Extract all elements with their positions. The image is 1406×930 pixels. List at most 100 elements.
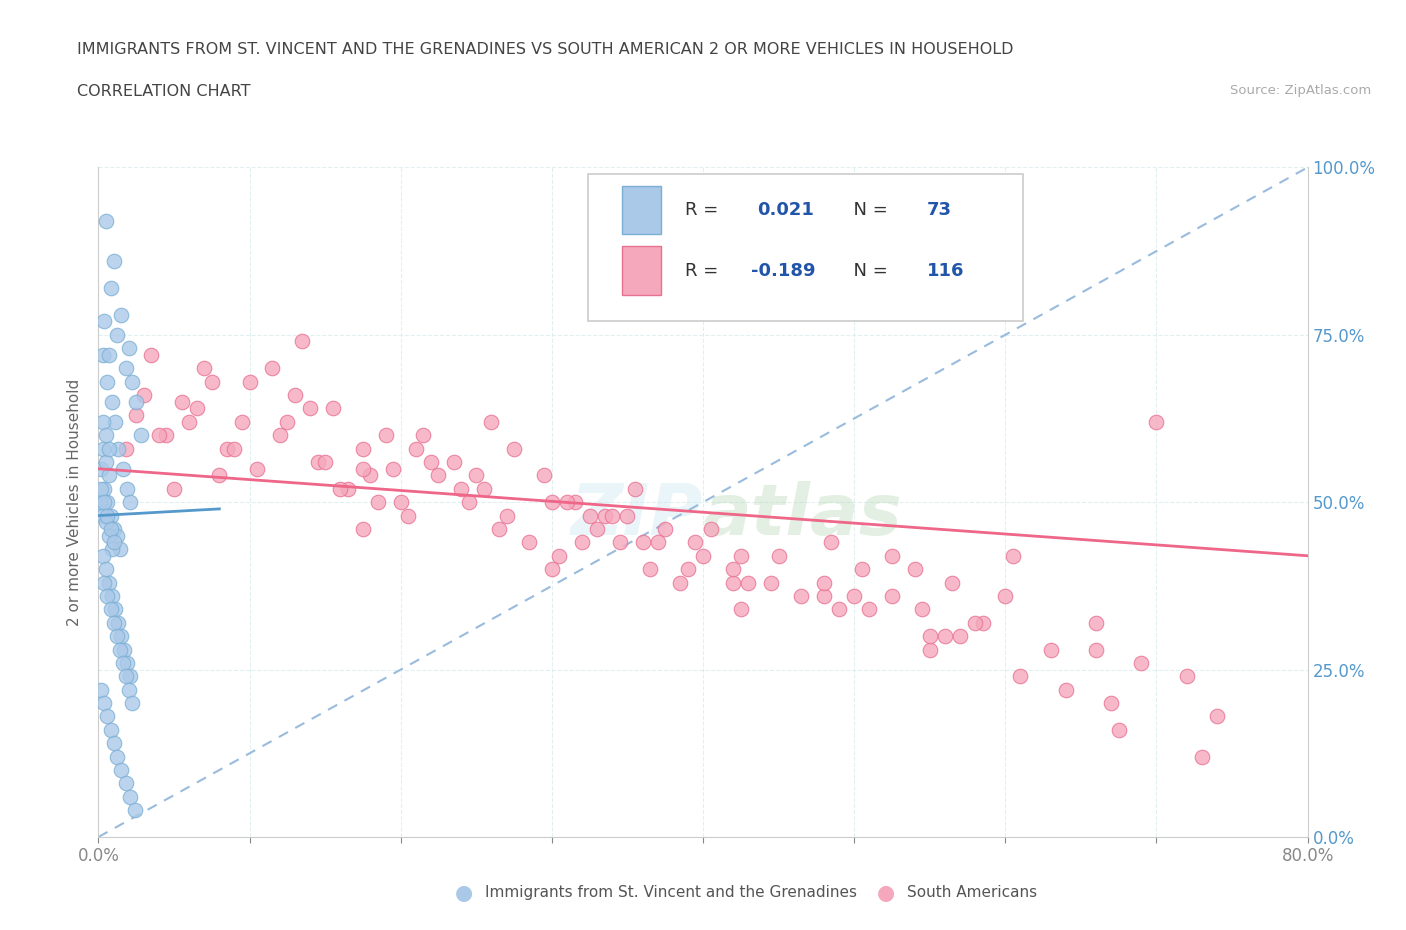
Point — [125, 407, 148, 422]
Point — [96, 374, 118, 389]
Point — [609, 535, 631, 550]
Point — [98, 468, 121, 483]
Point — [124, 803, 146, 817]
Point — [94, 455, 117, 470]
Point — [1039, 642, 1062, 657]
Point — [374, 428, 396, 443]
Point — [291, 334, 314, 349]
Point — [105, 528, 128, 543]
Point — [114, 441, 136, 456]
Point — [114, 776, 136, 790]
Point — [276, 415, 298, 430]
Point — [593, 508, 616, 523]
Point — [120, 790, 142, 804]
Text: ●: ● — [456, 883, 472, 903]
Text: R =: R = — [685, 261, 724, 280]
Point — [90, 683, 112, 698]
Point — [93, 482, 115, 497]
Point — [104, 602, 127, 617]
Point — [481, 415, 503, 430]
Point — [564, 495, 586, 510]
Point — [269, 428, 291, 443]
Point — [813, 575, 835, 590]
Point — [110, 763, 132, 777]
Point — [571, 535, 593, 550]
Point — [647, 535, 669, 550]
Point — [100, 281, 122, 296]
Point — [768, 549, 790, 564]
Point — [654, 522, 676, 537]
Point — [103, 254, 125, 269]
Point — [118, 340, 141, 355]
Point — [91, 441, 114, 456]
Text: Source: ZipAtlas.com: Source: ZipAtlas.com — [1230, 84, 1371, 97]
Point — [94, 214, 117, 229]
Y-axis label: 2 or more Vehicles in Household: 2 or more Vehicles in Household — [67, 379, 83, 626]
Point — [1108, 723, 1130, 737]
Point — [105, 327, 128, 342]
Point — [828, 602, 851, 617]
Point — [918, 629, 941, 644]
Point — [201, 374, 224, 389]
Point — [132, 388, 155, 403]
Text: N =: N = — [842, 201, 894, 219]
Point — [120, 669, 142, 684]
Point — [941, 575, 963, 590]
Point — [465, 468, 488, 483]
Point — [540, 562, 562, 577]
Point — [676, 562, 699, 577]
Point — [105, 750, 128, 764]
Point — [101, 589, 124, 604]
Point — [427, 468, 450, 483]
Point — [262, 361, 284, 376]
Text: 73: 73 — [927, 201, 952, 219]
Point — [239, 374, 262, 389]
Point — [472, 482, 495, 497]
Point — [495, 508, 517, 523]
Point — [105, 629, 128, 644]
Point — [1085, 642, 1108, 657]
Point — [586, 522, 609, 537]
Point — [94, 515, 117, 530]
Point — [101, 394, 124, 409]
Point — [93, 314, 115, 329]
Point — [396, 508, 419, 523]
Point — [533, 468, 555, 483]
Point — [96, 508, 118, 523]
Point — [111, 656, 134, 671]
Point — [148, 428, 170, 443]
Point — [616, 508, 638, 523]
Point — [155, 428, 177, 443]
Point — [994, 589, 1017, 604]
Point — [125, 394, 148, 409]
Point — [98, 348, 121, 363]
FancyBboxPatch shape — [621, 246, 661, 295]
Point — [141, 348, 163, 363]
Point — [949, 629, 972, 644]
Point — [880, 549, 903, 564]
Point — [1191, 750, 1213, 764]
Point — [224, 441, 246, 456]
Point — [880, 589, 903, 604]
FancyBboxPatch shape — [621, 186, 661, 234]
Point — [602, 508, 624, 523]
Point — [578, 508, 600, 523]
Point — [858, 602, 880, 617]
Point — [307, 455, 329, 470]
Point — [322, 401, 344, 416]
Point — [118, 683, 141, 698]
Text: Immigrants from St. Vincent and the Grenadines: Immigrants from St. Vincent and the Gren… — [485, 885, 858, 900]
Point — [129, 428, 152, 443]
Point — [730, 549, 752, 564]
Point — [540, 495, 562, 510]
Point — [100, 508, 122, 523]
Point — [934, 629, 956, 644]
Point — [1001, 549, 1024, 564]
Point — [692, 549, 714, 564]
Point — [114, 669, 136, 684]
Text: R =: R = — [685, 201, 724, 219]
Point — [759, 575, 782, 590]
Point — [108, 642, 131, 657]
Point — [548, 549, 571, 564]
Text: 0.021: 0.021 — [758, 201, 814, 219]
